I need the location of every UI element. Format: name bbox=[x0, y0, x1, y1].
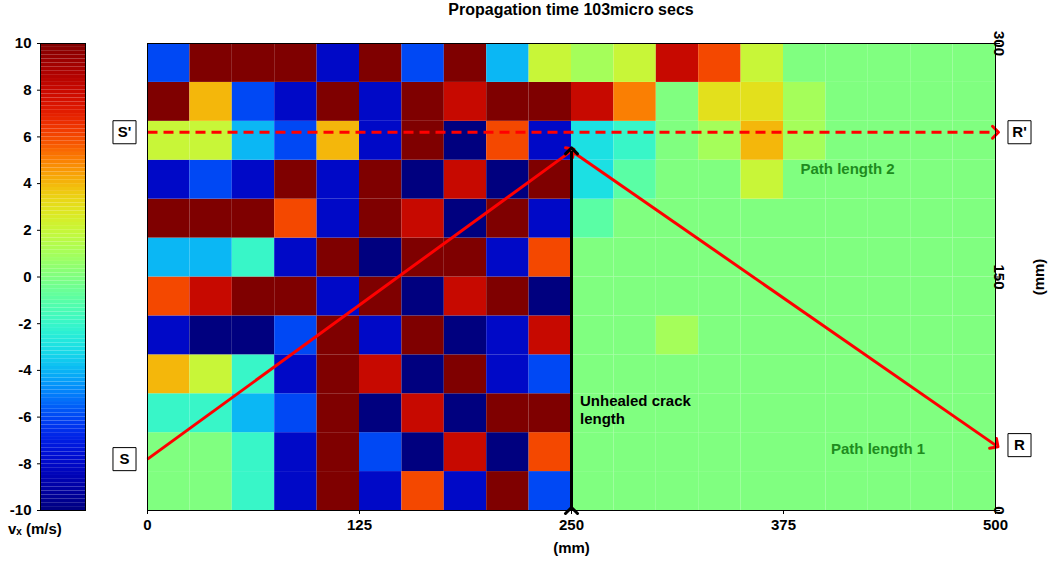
svg-text:125: 125 bbox=[347, 516, 372, 533]
svg-text:Path length 1: Path length 1 bbox=[831, 440, 925, 457]
svg-text:0: 0 bbox=[143, 516, 151, 533]
svg-text:375: 375 bbox=[771, 516, 796, 533]
svg-text:2: 2 bbox=[23, 221, 31, 238]
svg-text:Path length 2: Path length 2 bbox=[800, 160, 894, 177]
svg-text:0: 0 bbox=[23, 268, 31, 285]
svg-text:300: 300 bbox=[991, 31, 1008, 56]
svg-text:-2: -2 bbox=[18, 315, 31, 332]
html-text:vₓ (m/s): vₓ (m/s) bbox=[8, 520, 62, 537]
svg-text:S': S' bbox=[118, 123, 132, 140]
svg-text:-6: -6 bbox=[18, 408, 31, 425]
svg-text:Unhealed cracklength: Unhealed cracklength bbox=[580, 392, 692, 427]
svg-text:0: 0 bbox=[991, 506, 1008, 514]
svg-text:500: 500 bbox=[983, 516, 1008, 533]
svg-text:-4: -4 bbox=[18, 361, 32, 378]
svg-text:250: 250 bbox=[559, 516, 584, 533]
svg-text:(mm): (mm) bbox=[1030, 259, 1047, 296]
svg-text:8: 8 bbox=[23, 81, 31, 98]
svg-text:R: R bbox=[1014, 436, 1025, 453]
svg-text:-8: -8 bbox=[18, 455, 31, 472]
svg-text:-10: -10 bbox=[10, 501, 32, 518]
svg-text:(mm): (mm) bbox=[553, 539, 590, 556]
html-text:Propagation time 103micro secs: Propagation time 103micro secs bbox=[448, 1, 694, 18]
svg-text:4: 4 bbox=[23, 174, 32, 191]
svg-text:S: S bbox=[119, 450, 129, 467]
svg-text:6: 6 bbox=[23, 128, 31, 145]
svg-text:10: 10 bbox=[15, 34, 32, 51]
svg-text:150: 150 bbox=[991, 264, 1008, 289]
svg-text:R': R' bbox=[1012, 123, 1026, 140]
